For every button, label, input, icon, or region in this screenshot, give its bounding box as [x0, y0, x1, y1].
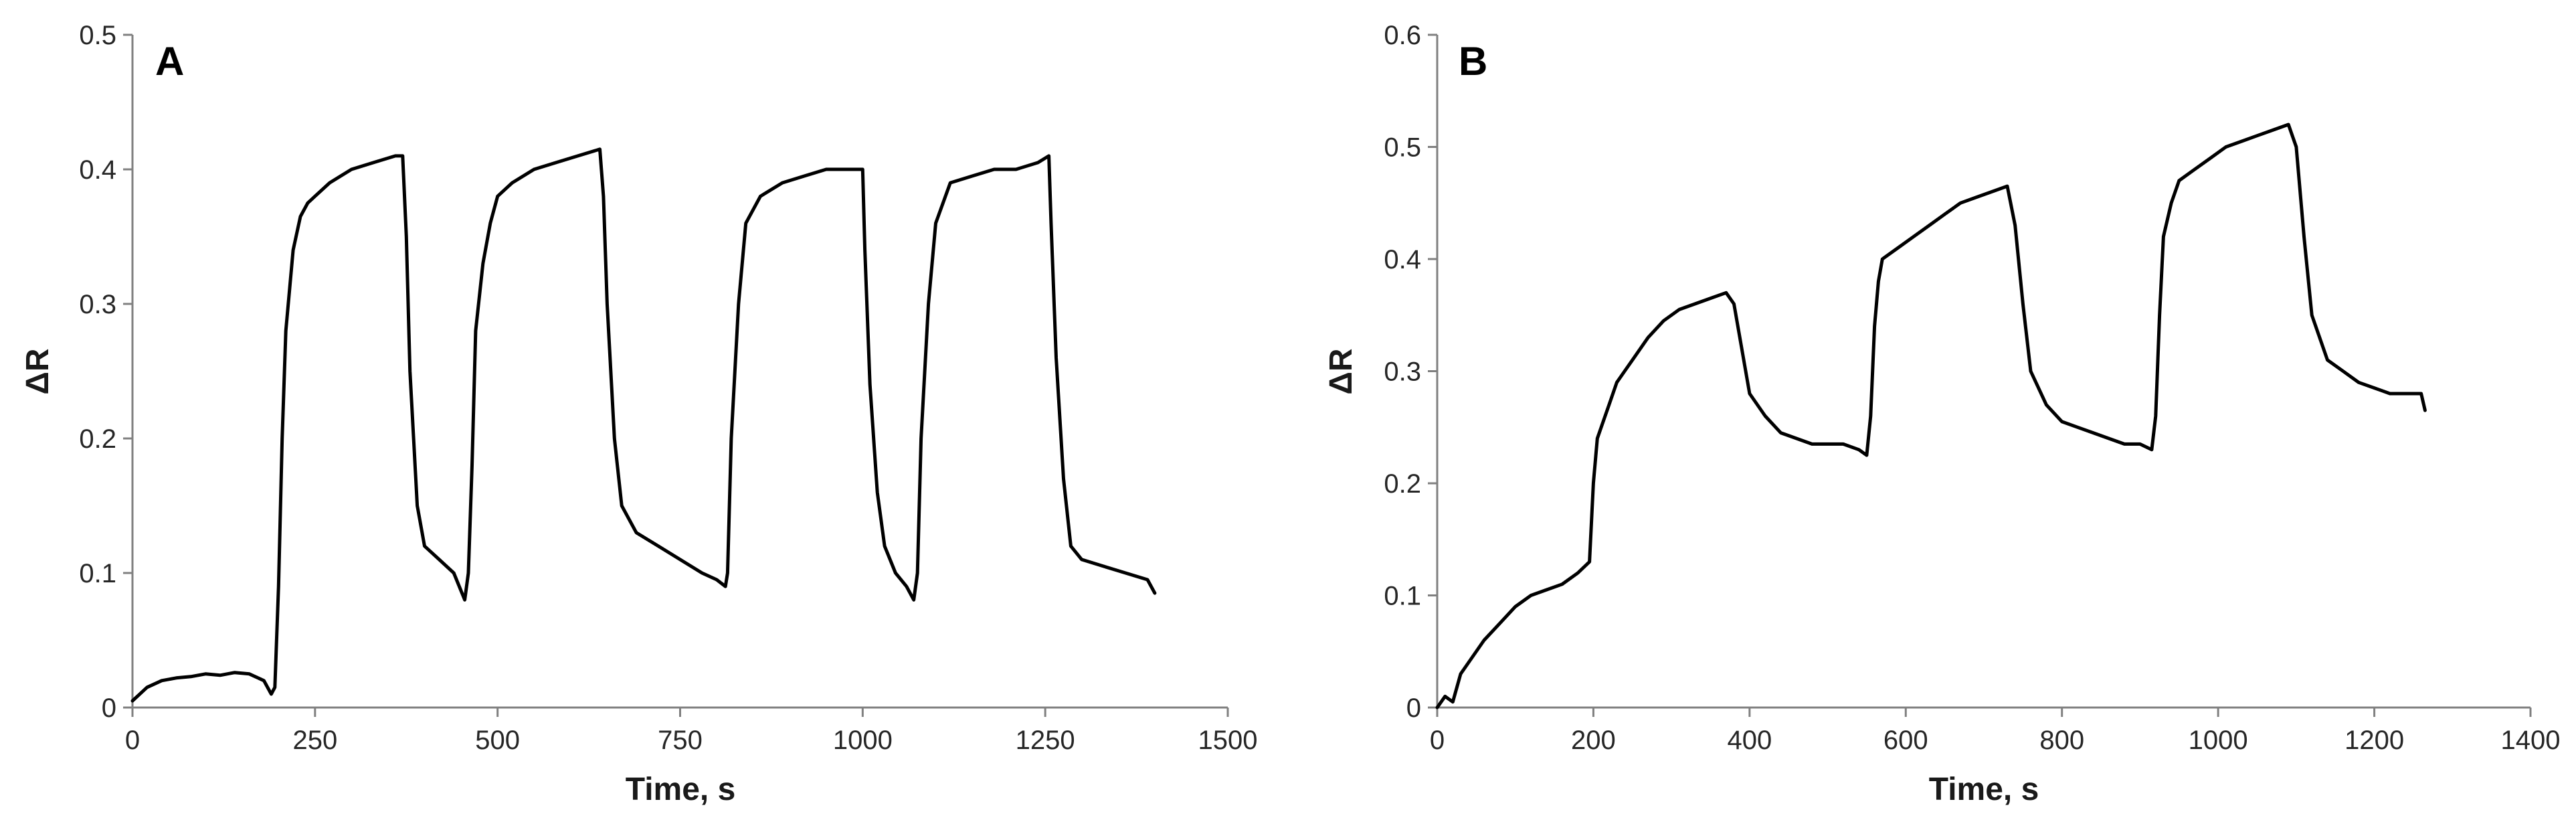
- chart-a: A ΔR Time, s 0 0.1 0.2 0.3 0.4 0.5 0 250 500 750 1…: [20, 21, 1257, 807]
- y-tick-label-a: 0.4: [79, 155, 116, 185]
- x-tick-label-b: 1000: [2189, 726, 2248, 755]
- y-tick-label-a: 0.3: [79, 290, 116, 319]
- x-tick-label-a: 0: [125, 726, 140, 755]
- x-tick-label-b: 1400: [2501, 726, 2561, 755]
- y-tick-label-b: 0: [1406, 693, 1421, 723]
- series-b: [1435, 122, 2427, 710]
- axes-b: [1436, 35, 2531, 709]
- y-tick-label-b: 0.5: [1384, 133, 1421, 163]
- x-tick-label-a: 1250: [1016, 726, 1075, 755]
- x-tick-label-a: 1500: [1198, 726, 1258, 755]
- panel-label-a: A: [155, 39, 184, 84]
- y-tick-label-a: 0.5: [79, 21, 116, 50]
- panel-label-b: B: [1459, 39, 1487, 84]
- series-line-b: [1435, 122, 2427, 710]
- y-tick-label-b: 0.6: [1384, 21, 1421, 50]
- axes-a: [131, 35, 1228, 709]
- x-axis-title-b: Time, s: [1929, 772, 2039, 807]
- y-tick-label-a: 0.1: [79, 559, 116, 588]
- x-tick-label-b: 0: [1430, 726, 1445, 755]
- series-line-a: [130, 147, 1157, 703]
- chart-b: B ΔR Time, s 0 0.1 0.2 0.3 0.4 0.5 0.6 0 200 400 6…: [1323, 21, 2560, 807]
- x-tick-label-b: 800: [2039, 726, 2084, 755]
- x-tick-label-a: 1000: [833, 726, 893, 755]
- x-tick-label-b: 1200: [2344, 726, 2404, 755]
- y-tick-label-a: 0.2: [79, 424, 116, 454]
- x-tick-label-b: 400: [1727, 726, 1772, 755]
- x-tick-label-a: 750: [658, 726, 703, 755]
- y-tick-label-b: 0.4: [1384, 245, 1421, 274]
- ticks-a: 0 0.1 0.2 0.3 0.4 0.5 0 250 500 750 1000 1250 1500: [79, 21, 1257, 755]
- x-tick-label-a: 250: [292, 726, 337, 755]
- y-tick-label-b: 0.1: [1384, 582, 1421, 611]
- ticks-b: 0 0.1 0.2 0.3 0.4 0.5 0.6 0 200 400 600 800 1000 1200…: [1384, 21, 2560, 755]
- series-a: [130, 147, 1157, 703]
- y-axis-title-b: ΔR: [1323, 348, 1359, 394]
- y-tick-label-b: 0.3: [1384, 357, 1421, 387]
- x-tick-label-a: 500: [475, 726, 520, 755]
- y-tick-label-b: 0.2: [1384, 469, 1421, 499]
- x-axis-title-a: Time, s: [626, 772, 736, 807]
- y-axis-title-a: ΔR: [20, 348, 56, 394]
- x-tick-label-b: 600: [1883, 726, 1928, 755]
- y-tick-label-a: 0: [102, 693, 116, 723]
- x-tick-label-b: 200: [1571, 726, 1616, 755]
